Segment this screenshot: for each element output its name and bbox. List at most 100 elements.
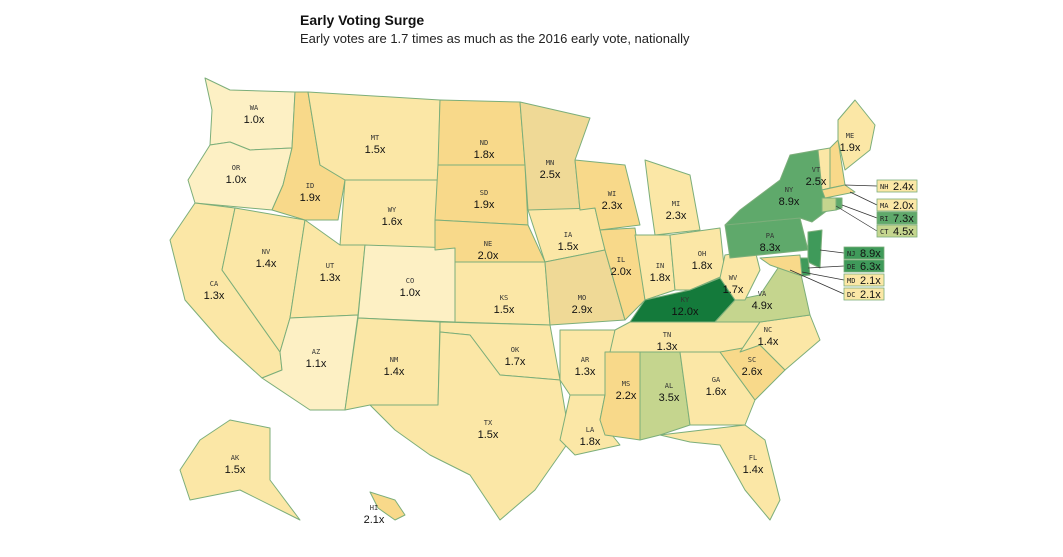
state-abbr-me: ME [846,132,854,140]
callout-value-dc: 2.1x [860,289,881,301]
callout-value-ct: 4.5x [893,226,914,238]
state-abbr-ar: AR [581,356,590,364]
state-shapes [169,77,876,521]
state-shape-ak[interactable] [179,419,301,521]
state-abbr-sd: SD [480,189,488,197]
callout-box-dc[interactable] [843,287,885,301]
state-abbr-hi: HI [370,504,378,512]
callout-leader-nj [819,249,845,254]
callout-abbr-ct: CT [880,228,889,236]
state-shape-wv[interactable] [719,249,761,301]
state-abbr-pa: PA [766,232,775,240]
state-shape-ma[interactable] [821,184,856,199]
callout-abbr-de: DE [847,263,855,271]
state-abbr-mt: MT [371,134,380,142]
state-value-mt: 1.5x [365,144,386,156]
callout-abbr-ri: RI [880,215,888,223]
state-shape-mi[interactable] [644,159,701,236]
callout-value-md: 2.1x [860,275,881,287]
state-shape-al[interactable] [639,351,691,441]
state-value-ga: 1.6x [706,386,727,398]
state-value-mn: 2.5x [540,169,561,181]
state-abbr-mo: MO [578,294,586,302]
state-value-il: 2.0x [611,266,632,278]
callout-box-md[interactable] [843,273,885,287]
state-value-mi: 2.3x [666,210,687,222]
state-abbr-ok: OK [511,346,520,354]
state-shape-hi[interactable] [369,491,406,521]
state-shape-ga[interactable] [679,351,756,426]
state-shape-tx[interactable] [369,331,571,521]
state-value-tx: 1.5x [478,429,499,441]
state-value-ky: 12.0x [672,306,699,318]
callout-box-nh[interactable] [876,179,918,193]
state-value-ak: 1.5x [225,464,246,476]
state-shape-nj[interactable] [807,229,823,269]
state-abbr-or: OR [232,164,241,172]
state-shape-fl[interactable] [659,424,781,521]
callout-abbr-md: MD [847,277,855,285]
state-value-al: 3.5x [659,392,680,404]
state-value-fl: 1.4x [743,464,764,476]
state-value-mo: 2.9x [572,304,593,316]
state-abbr-al: AL [665,382,673,390]
state-value-ar: 1.3x [575,366,596,378]
state-abbr-ia: IA [564,231,573,239]
state-shape-nm[interactable] [344,317,441,411]
callout-abbr-ma: MA [880,202,889,210]
state-shape-va[interactable] [714,264,811,323]
callout-box-nj[interactable] [843,246,885,260]
state-abbr-ga: GA [712,376,721,384]
state-value-va: 4.9x [752,300,773,312]
state-value-ia: 1.5x [558,241,579,253]
state-abbr-nv: NV [262,248,271,256]
state-abbr-il: IL [617,256,625,264]
state-abbr-co: CO [406,277,414,285]
callout-value-nh: 2.4x [893,181,914,193]
callout-value-nj: 8.9x [860,248,881,260]
map-title: Early Voting Surge [300,12,425,28]
state-abbr-mi: MI [672,200,680,208]
callout-leader-ma [849,191,878,206]
state-value-me: 1.9x [840,142,861,154]
state-value-la: 1.8x [580,436,601,448]
state-abbr-id: ID [306,182,314,190]
callout-box-ct[interactable] [876,224,918,238]
state-abbr-tn: TN [663,331,671,339]
state-value-oh: 1.8x [692,260,713,272]
state-value-ne: 2.0x [478,250,499,262]
state-abbr-ne: NE [484,240,492,248]
state-shape-il[interactable] [599,227,646,321]
state-value-nv: 1.4x [256,258,277,270]
callout-box-de[interactable] [843,259,885,273]
callout-leader-nh [844,184,878,187]
state-abbr-nc: NC [764,326,772,334]
state-value-ks: 1.5x [494,304,515,316]
state-value-ny: 8.9x [779,196,800,208]
state-value-wa: 1.0x [244,114,265,126]
state-value-hi: 2.1x [364,514,385,526]
state-shape-tn[interactable] [609,321,761,353]
state-value-vt: 2.5x [806,176,827,188]
state-value-nc: 1.4x [758,336,779,348]
state-abbr-ny: NY [785,186,794,194]
state-abbr-ak: AK [231,454,240,462]
state-abbr-nm: NM [390,356,398,364]
state-shape-me[interactable] [837,99,876,171]
callout-leader-md [801,271,845,281]
state-value-ok: 1.7x [505,356,526,368]
callout-abbr-nj: NJ [847,250,855,258]
state-shape-wy[interactable] [339,179,439,251]
state-abbr-vt: VT [812,166,821,174]
state-shape-ct[interactable] [821,197,837,213]
state-value-ca: 1.3x [204,290,225,302]
state-value-id: 1.9x [300,192,321,204]
state-value-nd: 1.8x [474,149,495,161]
state-abbr-fl: FL [749,454,757,462]
state-labels: WA 1.0x OR 1.0x CA 1.3x ID 1.9x NV 1.4x MT 1.5x WY 1.… [204,104,861,526]
callout-box-ri[interactable] [876,211,918,225]
callout-box-ma[interactable] [876,198,918,212]
state-abbr-oh: OH [698,250,706,258]
state-value-az: 1.1x [306,358,327,370]
